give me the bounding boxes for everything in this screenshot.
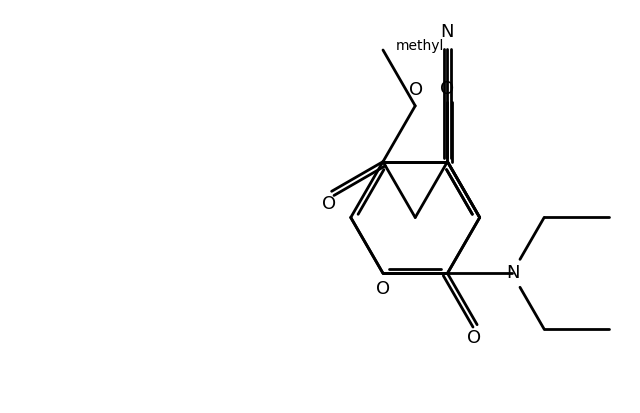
Text: O: O [376, 280, 390, 299]
Text: N: N [441, 24, 454, 41]
Text: O: O [322, 195, 336, 213]
Text: methyl: methyl [396, 39, 445, 53]
Text: O: O [440, 80, 454, 98]
Text: O: O [467, 329, 481, 347]
Text: N: N [507, 264, 520, 282]
Text: O: O [409, 81, 423, 99]
